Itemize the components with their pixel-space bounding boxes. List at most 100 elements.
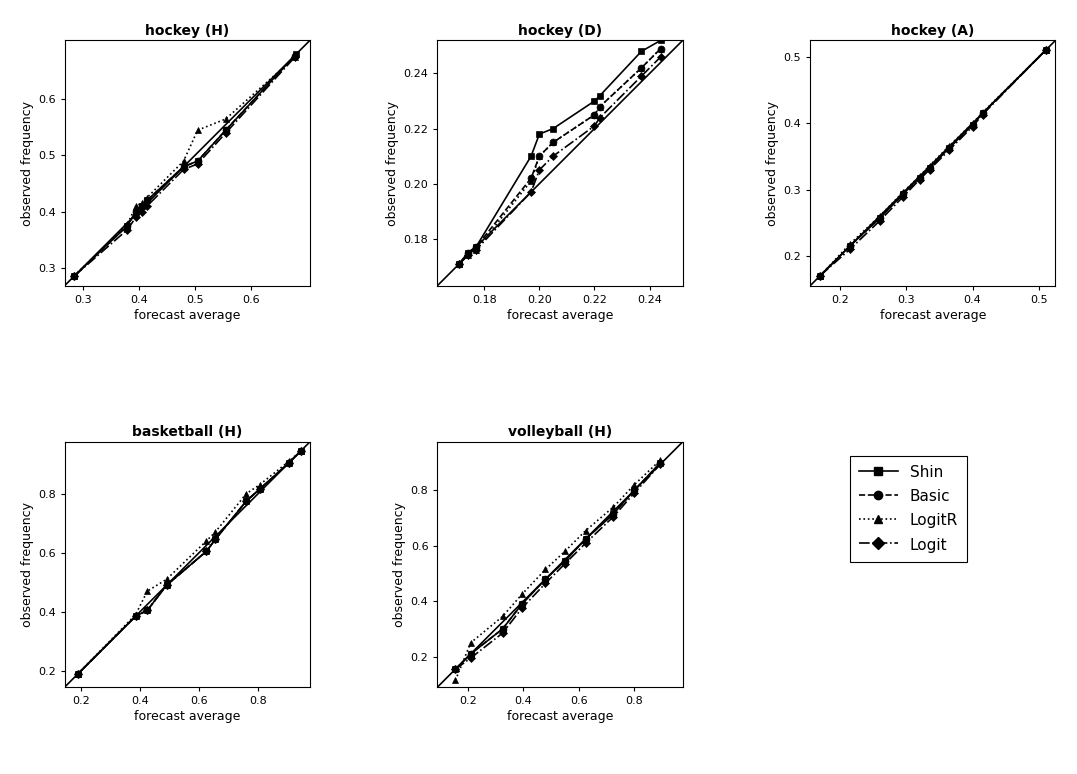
Logit: [453, 259, 466, 269]
Line: Basic: Basic: [456, 45, 665, 267]
Logit: [1039, 46, 1052, 55]
Basic: [966, 120, 979, 129]
Logit: [253, 485, 266, 494]
LogitR: [943, 141, 956, 150]
LogitR: [160, 574, 173, 584]
Line: LogitR: LogitR: [71, 53, 298, 279]
Logit: [192, 159, 205, 169]
Line: Shin: Shin: [456, 37, 665, 267]
Shin: [588, 97, 601, 106]
Basic: [121, 221, 134, 230]
Line: Basic: Basic: [816, 47, 1049, 279]
Logit: [464, 653, 477, 663]
Basic: [141, 606, 154, 615]
Basic: [464, 649, 477, 659]
Logit: [579, 539, 592, 548]
Shin: [129, 611, 142, 621]
Logit: [654, 53, 667, 62]
Logit: [873, 216, 886, 225]
Basic: [943, 143, 956, 152]
Shin: [141, 606, 154, 615]
Title: hockey (H): hockey (H): [145, 24, 229, 38]
Y-axis label: observed frequency: observed frequency: [393, 502, 406, 627]
LogitR: [814, 271, 827, 280]
Basic: [470, 242, 482, 252]
Shin: [654, 36, 667, 45]
Y-axis label: observed frequency: observed frequency: [766, 101, 780, 225]
Shin: [1039, 46, 1052, 55]
Shin: [976, 108, 989, 118]
LogitR: [68, 272, 81, 281]
Basic: [496, 625, 509, 634]
Shin: [607, 509, 620, 519]
Basic: [68, 272, 81, 281]
Logit: [289, 53, 302, 62]
LogitR: [843, 239, 856, 248]
Shin: [579, 534, 592, 543]
Basic: [538, 574, 551, 584]
Logit: [200, 546, 213, 556]
Shin: [896, 190, 909, 199]
LogitR: [220, 115, 233, 124]
Shin: [121, 221, 134, 230]
LogitR: [496, 611, 509, 621]
Basic: [559, 557, 572, 566]
Basic: [461, 248, 474, 257]
Logit: [843, 245, 856, 254]
Shin: [71, 670, 84, 679]
Basic: [141, 196, 154, 205]
Shin: [547, 124, 560, 133]
Logit: [294, 446, 307, 455]
LogitR: [588, 110, 601, 119]
Basic: [253, 485, 266, 494]
X-axis label: forecast average: forecast average: [880, 309, 987, 322]
LogitR: [654, 44, 667, 53]
LogitR: [449, 676, 462, 685]
Basic: [533, 152, 546, 161]
Basic: [524, 173, 537, 183]
Logit: [547, 152, 560, 161]
Basic: [135, 201, 148, 211]
Line: Logit: Logit: [75, 448, 304, 676]
Basic: [220, 125, 233, 135]
Basic: [579, 534, 592, 543]
Line: Shin: Shin: [71, 51, 299, 279]
Shin: [283, 458, 296, 467]
Logit: [976, 110, 989, 119]
X-axis label: forecast average: forecast average: [134, 711, 240, 724]
Basic: [923, 163, 936, 173]
Basic: [593, 102, 606, 111]
Shin: [129, 207, 142, 216]
Logit: [240, 496, 253, 505]
Basic: [873, 214, 886, 223]
Title: hockey (A): hockey (A): [891, 24, 975, 38]
Logit: [559, 559, 572, 568]
Line: Shin: Shin: [74, 447, 305, 677]
X-axis label: forecast average: forecast average: [134, 309, 240, 322]
Shin: [923, 163, 936, 173]
Logit: [135, 207, 148, 216]
Basic: [209, 535, 222, 544]
Logit: [533, 166, 546, 175]
LogitR: [1039, 46, 1052, 55]
Basic: [814, 271, 827, 280]
Basic: [294, 446, 307, 455]
Shin: [634, 46, 647, 56]
LogitR: [283, 457, 296, 466]
Logit: [634, 71, 647, 80]
LogitR: [516, 590, 529, 599]
Logit: [516, 604, 529, 613]
Line: Logit: Logit: [71, 54, 297, 279]
LogitR: [453, 259, 466, 269]
Line: Shin: Shin: [452, 459, 665, 673]
Logit: [209, 535, 222, 544]
LogitR: [976, 108, 989, 118]
Logit: [496, 628, 509, 638]
Shin: [654, 458, 667, 467]
Logit: [121, 225, 134, 235]
Title: hockey (D): hockey (D): [518, 24, 602, 38]
Logit: [129, 611, 142, 621]
Basic: [453, 259, 466, 269]
Logit: [449, 665, 462, 674]
LogitR: [628, 480, 641, 489]
